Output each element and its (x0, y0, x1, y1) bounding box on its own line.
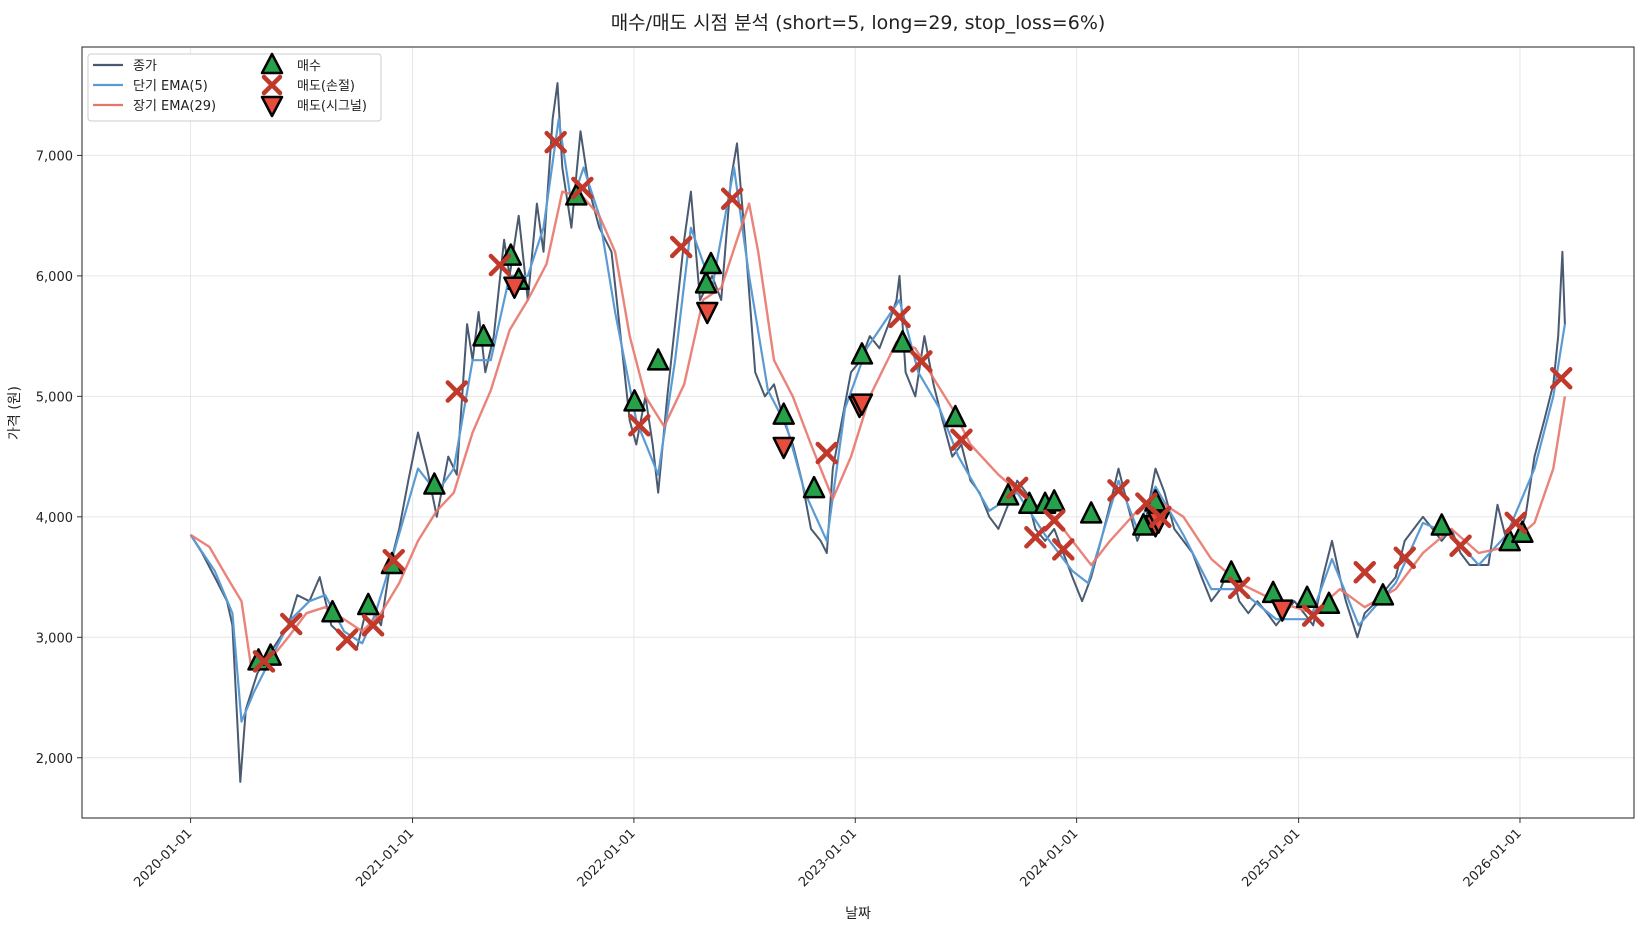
x-tick-label: 2023-01-01 (796, 826, 860, 890)
stop-loss-marker (950, 428, 973, 451)
legend-swatch (260, 52, 284, 75)
legend-label: 매도(손절) (297, 79, 355, 94)
stop-loss-marker (382, 548, 405, 572)
buy-marker (699, 251, 723, 275)
y-tick-label: 3,000 (36, 631, 73, 646)
axes: 2,000 3,000 4,000 5,000 6,000 7,000 2020-01-01… (36, 46, 1635, 890)
stop-loss-marker (445, 380, 469, 403)
x-tick-label: 2021-01-01 (353, 826, 417, 890)
stop-loss-marker (361, 614, 385, 637)
stop-loss-marker (1042, 509, 1066, 532)
x-tick-label: 2024-01-01 (1017, 826, 1081, 890)
stop-loss-marker (1504, 511, 1527, 535)
legend-box (87, 53, 382, 122)
legend-label: 단기 EMA(5) (133, 79, 208, 94)
stop-loss-marker (1107, 479, 1130, 502)
x-tick-label: 2020-01-01 (131, 826, 195, 890)
x-tick-label: 2022-01-01 (575, 826, 639, 890)
legend-label: 종가 (133, 59, 157, 74)
buy-marker (802, 475, 826, 499)
stop-loss-marker (888, 305, 911, 329)
y-tick-label: 7,000 (36, 149, 73, 164)
stop-loss-marker (1301, 604, 1325, 627)
buy-marker (891, 330, 914, 353)
buy-marker (1371, 583, 1395, 606)
signal-sell-marker (850, 393, 874, 416)
legend-label: 장기 EMA(29) (133, 99, 216, 114)
buy-marker (357, 592, 380, 616)
legend-swatch (261, 74, 283, 96)
buy-marker (1079, 501, 1103, 524)
buy-marker (321, 599, 344, 623)
stop-loss-marker (910, 350, 933, 373)
chart-title: 매수/매도 시점 분석 (short=5, long=29, stop_loss… (610, 12, 1106, 34)
stop-loss-marker (1449, 534, 1472, 557)
stop-loss-marker (628, 414, 651, 437)
stop-loss-marker (544, 130, 567, 154)
buy-marker (472, 324, 495, 347)
stop-loss-marker (335, 628, 359, 651)
y-tick-label: 6,000 (36, 270, 73, 285)
y-tick-label: 4,000 (36, 511, 73, 526)
buy-marker (1295, 585, 1319, 608)
stop-loss-marker (488, 253, 512, 277)
buy-marker (623, 389, 646, 412)
signal-sell-marker (1270, 599, 1294, 622)
stop-loss-marker (279, 612, 303, 636)
stop-loss-marker (1024, 526, 1047, 549)
stop-loss-marker (669, 235, 693, 259)
buy-marker (646, 348, 670, 371)
buy-marker (1261, 580, 1285, 604)
signal-sell-marker (772, 436, 795, 460)
stop-loss-marker (1052, 538, 1075, 561)
x-tick-label: 2025-01-01 (1239, 826, 1303, 890)
signal-sell-marker (696, 301, 719, 325)
series-line-1 (189, 82, 1566, 783)
stop-loss-marker (720, 187, 744, 211)
legend-label: 매도(시그널) (297, 99, 367, 114)
stop-loss-marker (815, 441, 839, 465)
stop-loss-marker (1149, 505, 1172, 529)
buy-marker (1018, 491, 1041, 515)
y-tick-label: 2,000 (36, 752, 73, 767)
stop-loss-marker (1227, 576, 1251, 600)
buy-marker (772, 402, 795, 425)
buy-marker (423, 472, 446, 495)
signal-sell-marker (503, 276, 526, 299)
stop-loss-marker (1393, 546, 1416, 570)
stop-loss-marker (1549, 367, 1573, 390)
x-tick-label: 2026-01-01 (1461, 826, 1525, 890)
buy-marker (944, 404, 967, 428)
buy-marker (1430, 513, 1453, 536)
legend-label: 매수 (297, 59, 321, 74)
grid (82, 47, 1634, 818)
plot-frame (81, 46, 1635, 819)
buy-marker (850, 342, 874, 365)
series-line-3 (189, 190, 1567, 669)
stop-loss-marker (252, 650, 276, 673)
buy-marker (1042, 489, 1066, 512)
series-lines (189, 82, 1567, 783)
stop-loss-marker (1005, 476, 1029, 500)
stop-loss-marker (1353, 560, 1376, 584)
y-tick-label: 5,000 (36, 390, 73, 405)
trade-markers (247, 130, 1573, 673)
buy-marker (694, 271, 718, 294)
legend-swatch (260, 95, 284, 118)
x-axis-label: 날짜 (845, 906, 871, 922)
stop-loss-marker (571, 176, 594, 200)
